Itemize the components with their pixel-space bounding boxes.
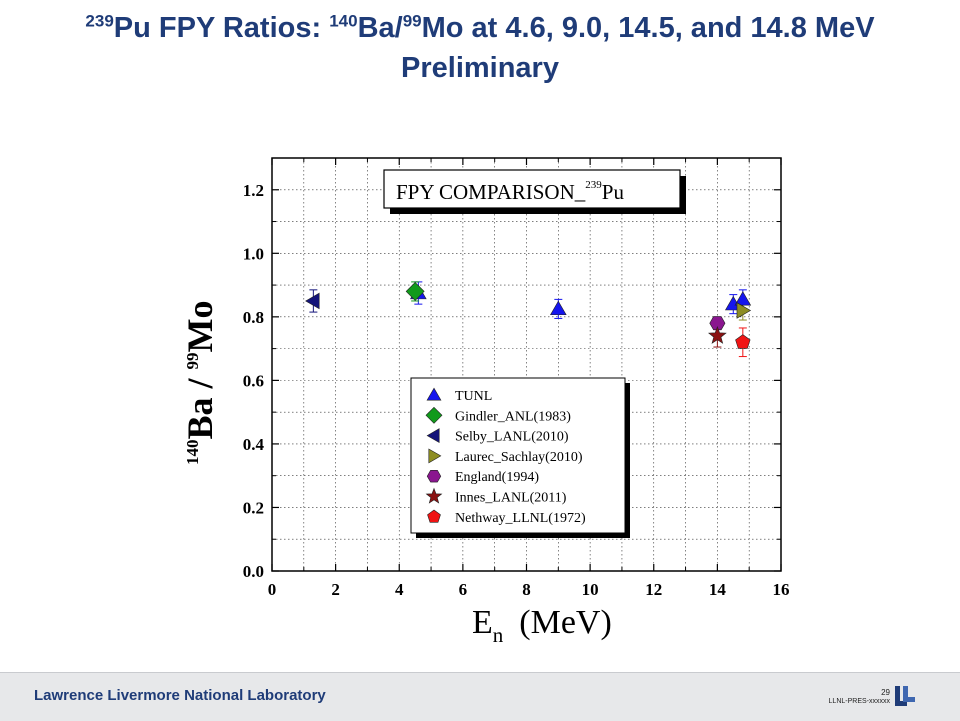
legend-label: Nethway_LLNL(1972) <box>455 511 586 526</box>
legend-label: England(1994) <box>455 470 539 485</box>
chart-title-sup: 239 <box>585 179 602 191</box>
x-axis-label: En (MeV) <box>472 604 612 647</box>
data-point <box>736 302 752 319</box>
y-tick-label: 0.6 <box>243 371 264 390</box>
y-tick-label: 1.2 <box>243 181 264 200</box>
y-axis-label-sup2: 99 <box>183 352 202 369</box>
legend-marker <box>426 470 442 483</box>
data-markers <box>305 282 752 349</box>
legend-label: TUNL <box>455 389 492 404</box>
title-part-b: Ba/ <box>357 12 403 44</box>
title-sup-ba: 140 <box>329 11 358 31</box>
legend-marker <box>425 487 443 504</box>
page-number: 29 <box>881 688 890 697</box>
title-preliminary: Preliminary <box>401 52 559 84</box>
error-bars <box>309 281 747 358</box>
legend-entries: TUNL Gindler_ANL(1983) Selby_LANL(2010) Lau… <box>425 387 586 526</box>
x-axis-label-unit: (MeV) <box>519 604 612 641</box>
data-point <box>550 300 567 316</box>
y-tick-label: 0.2 <box>243 498 264 517</box>
legend-label: Selby_LANL(2010) <box>455 430 569 445</box>
y-axis-label-sup1: 140 <box>183 440 202 466</box>
axis-ticks <box>271 157 782 572</box>
y-tick-label: 0.0 <box>243 562 264 581</box>
x-axis-label-sub: n <box>493 623 504 647</box>
title-part-c: Mo at 4.6, 9.0, 14.5, and 14.8 MeV <box>421 12 875 44</box>
x-tick-label: 10 <box>582 580 599 599</box>
fpy-ratio-chart: 0 2 4 6 8 10 12 14 16 0.0 0.2 0.4 0.6 0.8 1.0 1.2 En (M… <box>180 157 790 647</box>
x-axis-label-main: E <box>472 604 493 641</box>
y-tick-labels: 0.0 0.2 0.4 0.6 0.8 1.0 1.2 <box>243 181 265 581</box>
x-tick-label: 16 <box>773 580 790 599</box>
legend-marker <box>428 448 442 464</box>
lab-name: Lawrence Livermore National Laboratory <box>34 687 326 704</box>
legend-bg <box>410 377 626 534</box>
chart-title-bg <box>383 169 681 209</box>
x-tick-label: 4 <box>395 580 404 599</box>
legend: TUNL Gindler_ANL(1983) Selby_LANL(2010) Lau… <box>410 377 630 538</box>
y-tick-label: 0.4 <box>243 435 265 454</box>
y-tick-label: 1.0 <box>243 244 264 263</box>
y-tick-label: 0.8 <box>243 308 264 327</box>
footer-bar <box>0 672 960 721</box>
legend-marker <box>426 387 442 401</box>
legend-label: Gindler_ANL(1983) <box>455 409 571 424</box>
data-point <box>305 292 320 310</box>
llnl-logo-icon <box>895 686 915 706</box>
y-axis-label: 140Ba / 99Mo <box>180 301 220 466</box>
legend-marker <box>425 406 443 424</box>
chart-title-box: FPY COMPARISON_239Pu <box>383 169 686 214</box>
x-tick-label: 8 <box>522 580 531 599</box>
data-point <box>405 282 425 301</box>
data-point <box>735 334 751 349</box>
data-point <box>709 316 726 331</box>
slide-title: 239Pu FPY Ratios: 140Ba/99Mo at 4.6, 9.0… <box>0 8 960 88</box>
x-tick-labels: 0 2 4 6 8 10 12 14 16 <box>268 580 790 599</box>
y-axis-label-part1: Ba / <box>180 369 220 439</box>
chart-title: FPY COMPARISON_239Pu <box>396 179 624 204</box>
data-point <box>734 291 752 306</box>
chart-title-main: FPY COMPARISON_ <box>396 180 586 204</box>
document-id: LLNL-PRES-xxxxxx <box>828 698 890 705</box>
x-tick-label: 14 <box>709 580 727 599</box>
x-tick-label: 0 <box>268 580 277 599</box>
chart-title-tail: Pu <box>602 180 625 204</box>
legend-label: Innes_LANL(2011) <box>455 491 567 506</box>
legend-marker <box>427 509 441 523</box>
title-part-a: Pu FPY Ratios: <box>113 12 330 44</box>
y-axis-label-part2: Mo <box>180 301 220 353</box>
x-tick-label: 2 <box>331 580 340 599</box>
legend-marker <box>426 428 440 444</box>
title-sup-pu: 239 <box>85 11 114 31</box>
title-sup-mo: 99 <box>402 11 422 31</box>
legend-label: Laurec_Sachlay(2010) <box>455 450 583 465</box>
data-point <box>708 326 727 344</box>
x-tick-label: 12 <box>645 580 662 599</box>
x-tick-label: 6 <box>459 580 468 599</box>
